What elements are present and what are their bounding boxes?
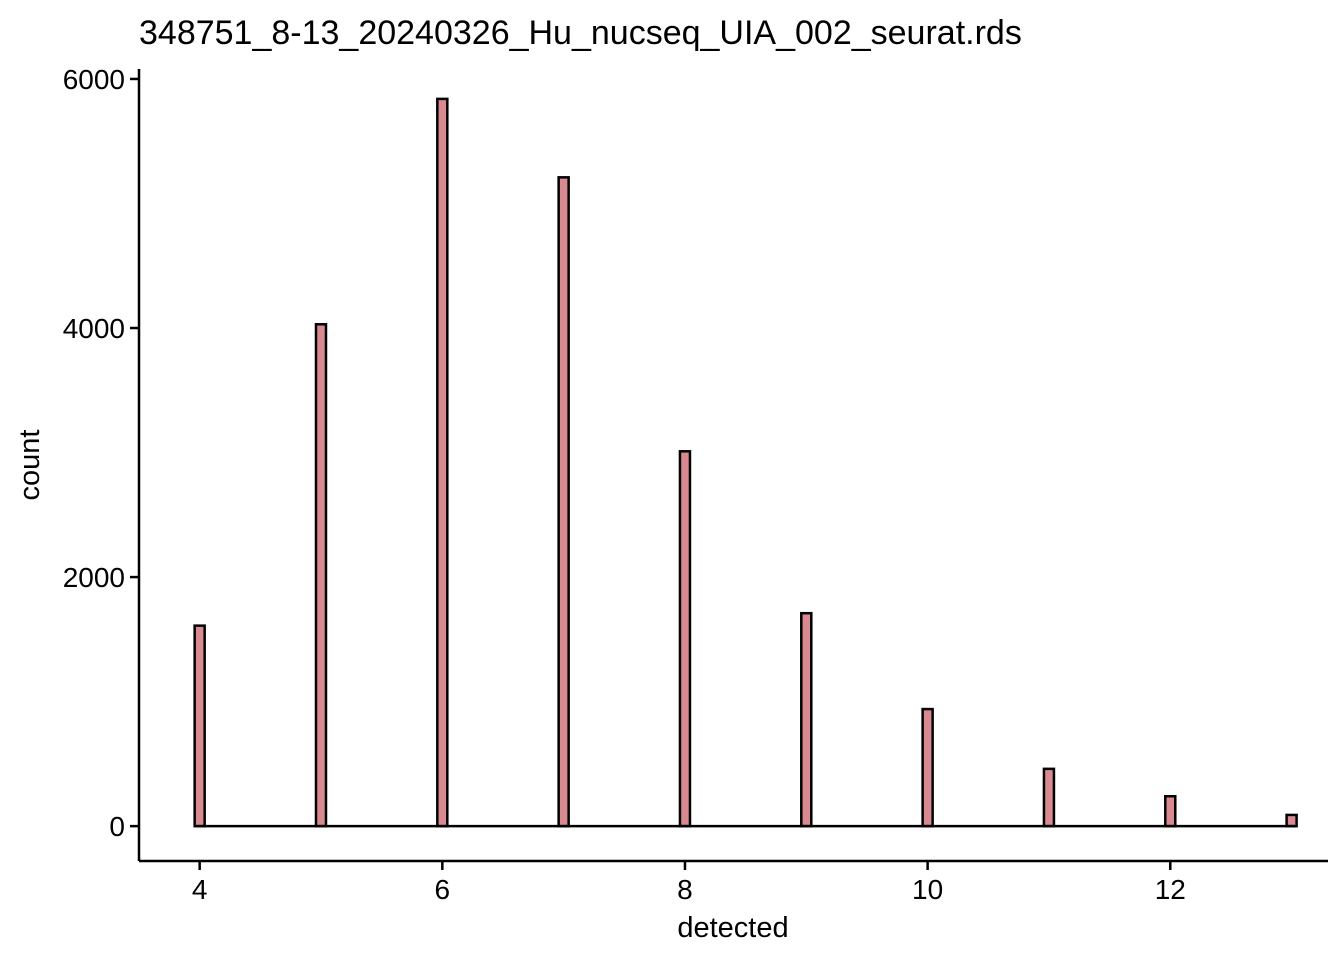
x-tick-label: 4 (192, 874, 208, 905)
histogram-bar (678, 450, 692, 828)
histogram-bar (193, 624, 206, 828)
x-tick-label: 6 (435, 874, 451, 905)
histogram-bar (436, 97, 449, 828)
histogram-bar (1164, 795, 1177, 828)
y-axis-ticks: 0 2000 4000 6000 (63, 64, 139, 842)
y-tick-label: 6000 (63, 64, 125, 95)
y-tick-label: 0 (109, 811, 125, 842)
histogram-bar (314, 323, 328, 828)
histogram-bar (1042, 767, 1056, 828)
x-axis-ticks: 4 6 8 10 12 (192, 861, 1186, 905)
histogram-bar (921, 707, 934, 828)
x-tick-label: 10 (912, 874, 943, 905)
x-axis-label: detected (677, 912, 788, 944)
bars-group (193, 97, 1298, 828)
histogram-bar (800, 611, 813, 828)
histogram-bar (1285, 813, 1298, 828)
y-axis-label: count (14, 430, 46, 501)
x-tick-label: 8 (677, 874, 693, 905)
chart-title: 348751_8-13_20240326_Hu_nucseq_UIA_002_s… (139, 14, 1022, 52)
y-tick-label: 4000 (63, 313, 125, 344)
y-tick-label: 2000 (63, 562, 125, 593)
x-tick-label: 12 (1155, 874, 1186, 905)
histogram-bar (557, 176, 570, 828)
